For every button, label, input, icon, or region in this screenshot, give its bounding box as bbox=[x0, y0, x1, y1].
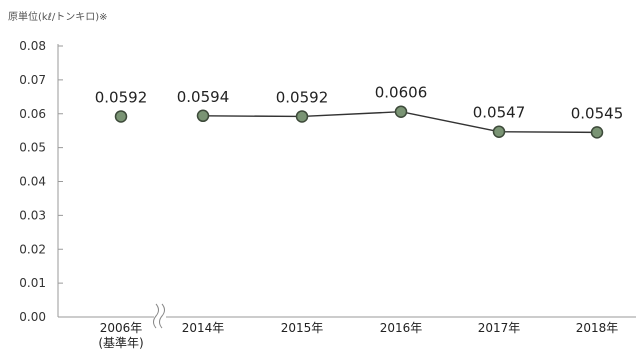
y-tick-label: 0.06 bbox=[19, 107, 46, 121]
data-label: 0.0545 bbox=[571, 104, 624, 122]
data-point bbox=[590, 126, 604, 139]
x-tick-label: 2015年 bbox=[281, 321, 324, 335]
y-tick-label: 0.03 bbox=[19, 208, 46, 222]
data-label: 0.0606 bbox=[375, 84, 428, 102]
y-tick-label: 0.01 bbox=[19, 276, 46, 290]
x-tick-sublabel: (基準年) bbox=[98, 335, 143, 350]
data-point bbox=[295, 110, 309, 123]
x-tick-label: 2014年 bbox=[182, 321, 225, 335]
y-axis-title: 原単位(kℓ/トンキロ)※ bbox=[8, 10, 107, 23]
data-point bbox=[492, 125, 506, 138]
y-tick-label: 0.05 bbox=[19, 141, 46, 155]
y-tick-label: 0.02 bbox=[19, 242, 46, 256]
data-label: 0.0592 bbox=[276, 88, 329, 106]
x-ticks: 2006年(基準年) 2014年 2015年 2016年 2017年 2018年 bbox=[98, 321, 618, 350]
x-tick-label: 2017年 bbox=[478, 321, 521, 335]
axis-break-mark bbox=[153, 303, 166, 329]
y-ticks: 0.00 0.01 0.02 0.03 0.04 0.05 0.06 0.07 0.08 bbox=[19, 39, 63, 324]
axes bbox=[57, 44, 636, 329]
data-label: 0.0547 bbox=[473, 104, 526, 122]
y-tick-label: 0.07 bbox=[19, 73, 46, 87]
x-tick-label: 2016年 bbox=[380, 321, 423, 335]
data-point bbox=[196, 109, 210, 123]
x-tick-label: 2006年 bbox=[100, 321, 143, 335]
data-point bbox=[394, 105, 408, 118]
data-point bbox=[114, 110, 128, 123]
y-tick-label: 0.04 bbox=[19, 175, 46, 189]
data-label: 0.0592 bbox=[95, 88, 148, 106]
series bbox=[114, 105, 604, 139]
y-tick-label: 0.00 bbox=[19, 310, 46, 324]
data-labels: 0.0592 0.0594 0.0592 0.0606 0.0547 0.0545 bbox=[95, 84, 624, 123]
y-tick-label: 0.08 bbox=[19, 39, 46, 53]
data-label: 0.0594 bbox=[177, 88, 230, 106]
x-tick-label: 2018年 bbox=[576, 321, 619, 335]
